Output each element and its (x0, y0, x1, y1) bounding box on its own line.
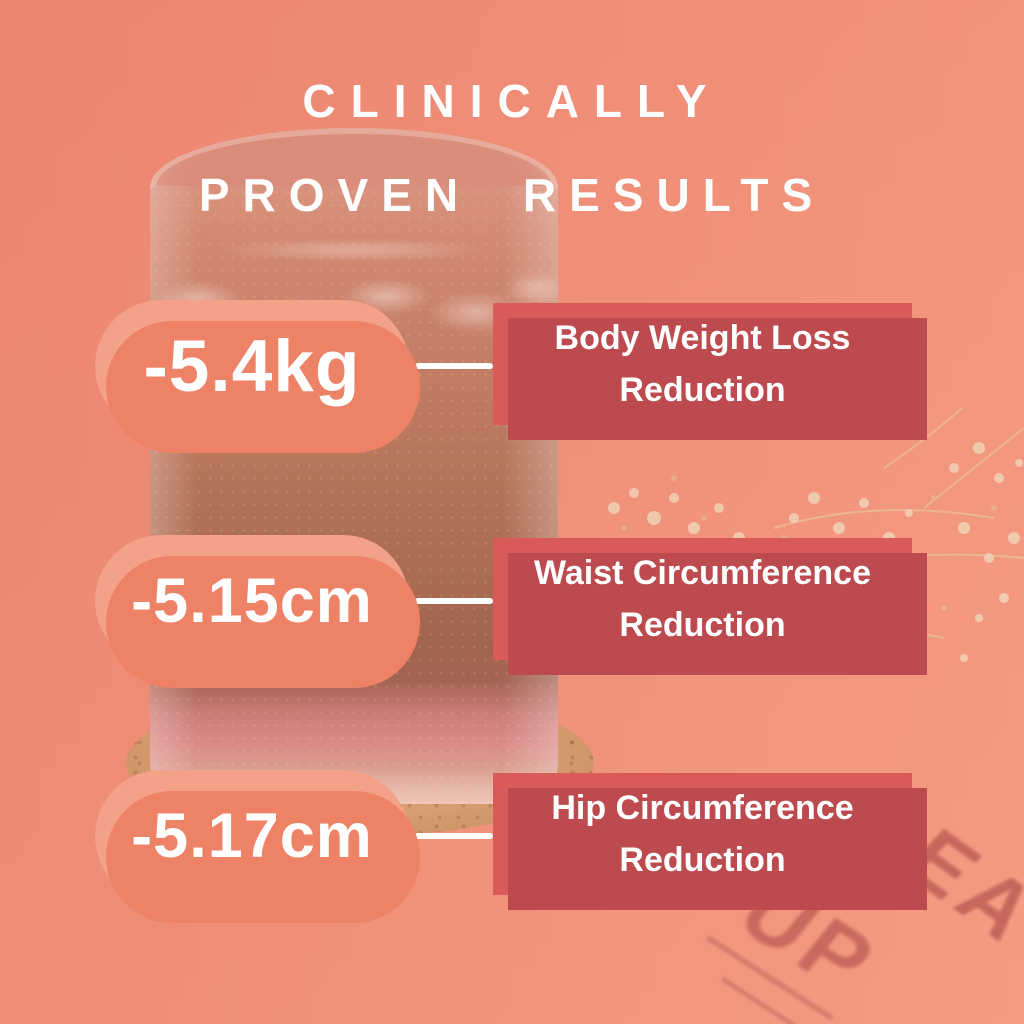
stat-pill: -5.4kg (95, 300, 420, 453)
headline-line1: CLINICALLY (302, 75, 722, 127)
result-row-weight: -5.4kg Body Weight Loss Reduction (95, 300, 935, 460)
stat-pill: -5.15cm (95, 535, 420, 688)
stat-label-box: Hip Circumference Reduction (493, 773, 927, 910)
stat-label-line2: Reduction (619, 606, 786, 644)
connector-line (415, 363, 493, 369)
connector-line (415, 833, 493, 839)
stat-label-line1: Waist Circumference (534, 554, 871, 592)
headline: CLINICALLY PROVEN RESULTS (0, 74, 1024, 222)
connector-line (415, 598, 493, 604)
stat-label-box: Waist Circumference Reduction (493, 538, 927, 675)
stat-pill: -5.17cm (95, 770, 420, 923)
stat-label-box: Body Weight Loss Reduction (493, 303, 927, 440)
headline-line2: PROVEN RESULTS (198, 169, 826, 221)
stat-label-line2: Reduction (619, 841, 786, 879)
stat-label-line1: Hip Circumference (551, 789, 854, 827)
result-row-waist: -5.15cm Waist Circumference Reduction (95, 535, 935, 695)
stat-label-line1: Body Weight Loss (554, 319, 851, 357)
result-row-hip: -5.17cm Hip Circumference Reduction (95, 770, 935, 930)
stat-value: -5.15cm (131, 566, 373, 636)
stat-value: -5.17cm (131, 801, 373, 871)
stat-label-line2: Reduction (619, 371, 786, 409)
stat-value: -5.4kg (143, 325, 361, 407)
